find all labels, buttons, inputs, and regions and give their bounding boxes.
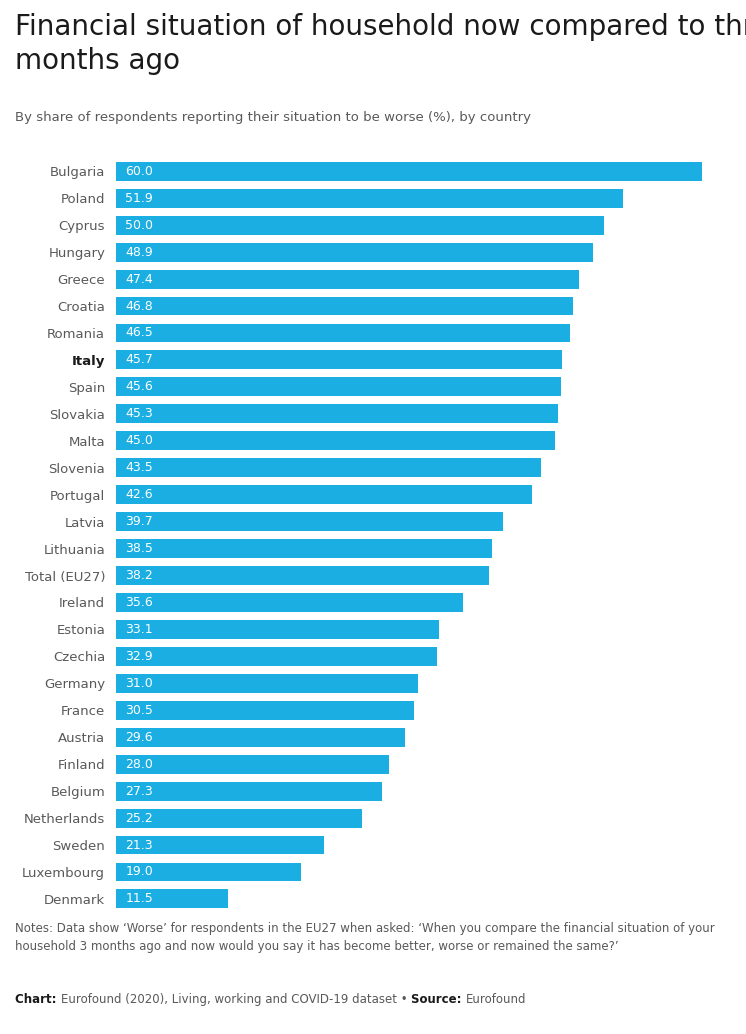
Text: 42.6: 42.6	[125, 488, 153, 501]
Text: 35.6: 35.6	[125, 596, 153, 609]
Bar	[116, 835, 324, 854]
Text: 60.0: 60.0	[125, 164, 153, 178]
Text: 48.9: 48.9	[125, 246, 153, 258]
Text: By share of respondents reporting their situation to be worse (%), by country: By share of respondents reporting their …	[15, 111, 531, 124]
Text: 11.5: 11.5	[125, 892, 153, 906]
Bar	[116, 701, 413, 720]
Bar	[116, 889, 228, 908]
Text: 45.0: 45.0	[125, 434, 153, 448]
Text: 47.4: 47.4	[125, 273, 153, 285]
Bar	[116, 189, 623, 208]
Text: 43.5: 43.5	[125, 461, 153, 475]
Bar	[116, 216, 604, 235]
Text: 28.0: 28.0	[125, 758, 153, 770]
Bar	[116, 809, 362, 827]
Text: Source:: Source:	[411, 993, 466, 1006]
Bar	[116, 674, 419, 693]
Text: 31.0: 31.0	[125, 677, 153, 690]
Text: 19.0: 19.0	[125, 865, 153, 879]
Bar	[116, 377, 561, 396]
Bar	[116, 485, 532, 505]
Bar	[116, 728, 405, 747]
Bar	[116, 862, 301, 881]
Text: 39.7: 39.7	[125, 515, 153, 528]
Bar	[116, 647, 437, 666]
Text: 45.6: 45.6	[125, 381, 153, 393]
Bar	[116, 594, 463, 612]
Text: Notes: Data show ‘Worse’ for respondents in the EU27 when asked: ‘When you compa: Notes: Data show ‘Worse’ for respondents…	[15, 922, 715, 953]
Text: 29.6: 29.6	[125, 731, 153, 743]
Bar	[116, 755, 389, 773]
Text: 38.2: 38.2	[125, 569, 153, 582]
Bar	[116, 539, 492, 558]
Text: 50.0: 50.0	[125, 218, 154, 232]
Text: 38.5: 38.5	[125, 542, 153, 555]
Bar	[116, 458, 541, 477]
Bar	[116, 270, 579, 288]
Text: Eurofound (2020), Living, working and COVID-19 dataset •: Eurofound (2020), Living, working and CO…	[60, 993, 411, 1006]
Bar	[116, 620, 439, 639]
Bar	[116, 324, 570, 342]
Text: 27.3: 27.3	[125, 785, 153, 797]
Text: 32.9: 32.9	[125, 650, 153, 663]
Bar	[116, 512, 504, 531]
Text: 45.3: 45.3	[125, 407, 153, 420]
Bar	[116, 243, 593, 262]
Bar	[116, 431, 555, 450]
Text: 21.3: 21.3	[125, 839, 153, 852]
Bar	[116, 162, 702, 181]
Text: 33.1: 33.1	[125, 622, 153, 636]
Text: Chart:: Chart:	[15, 993, 60, 1006]
Text: 46.8: 46.8	[125, 300, 153, 312]
Bar	[116, 566, 489, 585]
Text: 45.7: 45.7	[125, 354, 153, 366]
Text: 25.2: 25.2	[125, 812, 153, 824]
Text: Financial situation of household now compared to three
months ago: Financial situation of household now com…	[15, 13, 746, 74]
Bar	[116, 404, 558, 423]
Text: 46.5: 46.5	[125, 327, 153, 339]
Text: 30.5: 30.5	[125, 704, 153, 717]
Bar	[116, 782, 382, 800]
Bar	[116, 297, 573, 315]
Text: 51.9: 51.9	[125, 191, 153, 205]
Text: Eurofound: Eurofound	[466, 993, 526, 1006]
Bar	[116, 351, 562, 369]
